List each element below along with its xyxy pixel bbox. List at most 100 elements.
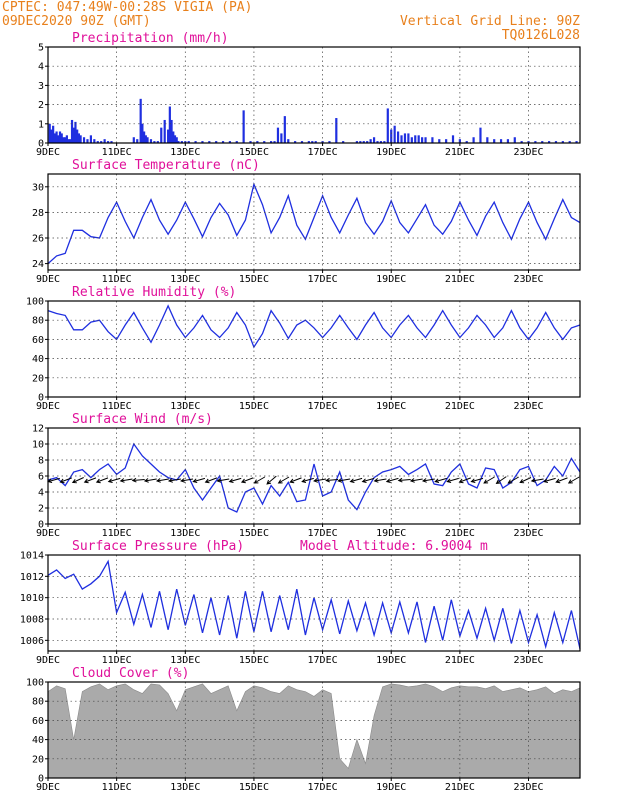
cloud-xtick-label: 17DEC	[308, 782, 338, 793]
precip-bar	[328, 141, 331, 143]
temp-ytick-label: 28	[32, 208, 44, 219]
wind-arrow	[495, 476, 507, 484]
cloud-ytick-label: 60	[32, 716, 44, 727]
precip-bar	[300, 141, 304, 143]
precip-bar	[407, 133, 410, 143]
rh-ytick-label: 100	[26, 297, 44, 308]
precip-bar	[175, 137, 178, 143]
precip-bar	[486, 137, 489, 143]
precip-bar	[65, 135, 68, 143]
precip-xtick-label: 19DEC	[376, 147, 406, 158]
wind-arrow	[530, 478, 544, 483]
wind-arrow	[421, 478, 435, 483]
wind-ytick-label: 2	[38, 504, 44, 515]
precip-bar	[235, 141, 238, 143]
temp-xtick-label: 17DEC	[308, 274, 338, 285]
precip-bar	[424, 137, 427, 143]
precip-bar	[136, 139, 139, 143]
precip-bar	[139, 98, 142, 143]
precip-bar	[256, 141, 259, 143]
precip-bar	[311, 141, 314, 143]
wind-arrow	[337, 478, 351, 483]
wind-frame	[47, 427, 581, 525]
pressure-xtick-label: 11DEC	[102, 655, 132, 666]
wind-arrow	[361, 477, 375, 483]
precip-bar	[242, 110, 245, 143]
precip-bar	[366, 141, 369, 143]
pressure-xtick-label: 9DEC	[36, 655, 60, 666]
wind-arrow	[253, 476, 266, 484]
precip-bar	[53, 133, 56, 143]
wind-arrow	[301, 477, 314, 483]
precip-bar	[149, 139, 153, 143]
precip-bar	[72, 127, 75, 143]
wind-arrow	[240, 477, 254, 484]
precip-ytick-label: 5	[38, 43, 44, 54]
pressure-xtick-label: 21DEC	[445, 655, 475, 666]
precip-ytick-label: 2	[38, 100, 44, 111]
precip-ytick-label: 1	[38, 119, 44, 130]
precip-bar	[52, 125, 55, 143]
model-altitude-label: Model Altitude: 6.9004 m	[300, 539, 488, 554]
precip-bar	[376, 141, 379, 143]
precip-bar	[57, 135, 60, 143]
wind-arrow	[349, 477, 363, 483]
precip-bar	[62, 137, 65, 143]
pressure-title: Surface Pressure (hPa)	[72, 539, 244, 554]
rh-xtick-label: 9DEC	[36, 401, 60, 412]
wind-arrow	[409, 478, 423, 483]
precip-bar	[355, 141, 359, 143]
precip-bar	[280, 133, 283, 143]
precip-bar	[421, 137, 424, 143]
precip-bar	[445, 139, 448, 143]
precip-bar	[58, 131, 62, 143]
cloud-ytick-label: 40	[32, 735, 44, 746]
precip-title: Precipitation (mm/h)	[72, 31, 229, 46]
precip-bar	[96, 141, 99, 143]
cloud-xtick-label: 13DEC	[170, 782, 200, 793]
wind-arrow	[266, 475, 277, 485]
wind-xtick-label: 17DEC	[308, 528, 338, 539]
precip-bar	[55, 131, 58, 143]
temp-xtick-label: 9DEC	[36, 274, 60, 285]
precip-bar	[132, 137, 135, 143]
cloud-xtick-label: 21DEC	[445, 782, 475, 793]
precip-bar	[379, 141, 383, 143]
wind-arrow	[228, 477, 242, 483]
rh-xtick-label: 19DEC	[376, 401, 406, 412]
temp-title: Surface Temperature (nC)	[72, 158, 260, 173]
precip-bar	[156, 141, 159, 143]
precip-bar	[168, 106, 171, 143]
precip-bar	[228, 141, 232, 143]
wind-title: Surface Wind (m/s)	[72, 412, 213, 427]
precip-bar	[513, 137, 516, 143]
wind-arrow	[385, 477, 399, 483]
wind-ytick-label: 12	[32, 424, 44, 435]
wind-ytick-label: 6	[38, 472, 44, 483]
wind-arrow	[107, 477, 121, 483]
wind-xtick-label: 23DEC	[513, 528, 543, 539]
cloud-xtick-label: 11DEC	[102, 782, 132, 793]
rh-xtick-label: 15DEC	[239, 401, 269, 412]
header-date-line: 09DEC2020 90Z (GMT)	[2, 14, 151, 29]
pressure-ytick-label: 1010	[20, 593, 44, 604]
precip-bar	[100, 141, 103, 143]
precip-xtick-label: 9DEC	[36, 147, 60, 158]
precip-bar	[141, 123, 144, 143]
wind-arrow	[83, 477, 97, 484]
precip-bar	[221, 141, 225, 143]
wind-ytick-label: 0	[38, 520, 44, 531]
pressure-ytick-label: 1012	[20, 572, 44, 583]
rh-series-line	[47, 304, 581, 349]
precip-bar	[548, 141, 551, 143]
precip-bar	[393, 125, 396, 143]
precip-bar	[465, 141, 468, 143]
precip-bar	[48, 123, 51, 143]
rh-ytick-label: 0	[38, 393, 44, 404]
wind-arrow	[119, 478, 133, 483]
precip-bar	[249, 141, 252, 143]
cloud-xtick-label: 9DEC	[36, 782, 60, 793]
precip-bar	[89, 135, 93, 143]
pressure-ytick-label: 1008	[20, 615, 44, 626]
precip-xtick-label: 15DEC	[239, 147, 269, 158]
